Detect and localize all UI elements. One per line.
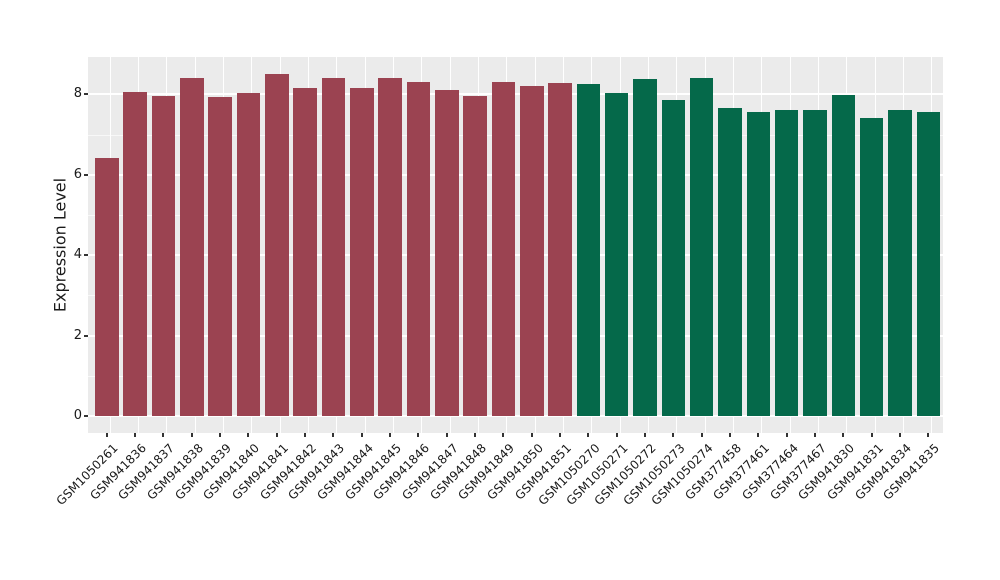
x-tick-mark bbox=[729, 433, 732, 437]
bar-GSM941844 bbox=[350, 87, 374, 416]
y-tick-mark bbox=[84, 254, 88, 257]
x-tick-mark bbox=[247, 433, 250, 437]
x-tick-mark bbox=[842, 433, 845, 437]
bar-GSM1050272 bbox=[633, 79, 657, 416]
y-tick-mark bbox=[84, 173, 88, 176]
bar-GSM941839 bbox=[208, 97, 232, 416]
x-tick-mark bbox=[134, 433, 137, 437]
bar-GSM941835 bbox=[916, 112, 941, 416]
bar-GSM941850 bbox=[520, 86, 544, 416]
x-tick-mark bbox=[190, 433, 193, 437]
x-tick-mark bbox=[389, 433, 392, 437]
x-tick-mark bbox=[502, 433, 505, 437]
gridline-h-5 bbox=[88, 215, 943, 216]
bar-GSM941830 bbox=[831, 94, 856, 416]
x-tick-mark bbox=[360, 433, 363, 437]
y-tick-mark bbox=[84, 93, 88, 96]
y-axis-title: Expression Level bbox=[50, 177, 70, 313]
bar-GSM1050261 bbox=[95, 157, 119, 416]
x-tick-mark bbox=[870, 433, 873, 437]
bar-GSM941845 bbox=[378, 77, 402, 416]
bar-GSM377467 bbox=[803, 109, 827, 416]
gridline-h-3 bbox=[88, 295, 943, 297]
gridline-h-1 bbox=[88, 375, 943, 377]
bar-GSM941848 bbox=[463, 96, 487, 416]
x-tick-mark bbox=[644, 433, 647, 437]
bar-GSM377464 bbox=[774, 109, 799, 416]
gridline-h-0 bbox=[88, 415, 943, 417]
x-tick-mark bbox=[559, 433, 562, 437]
bar-GSM941846 bbox=[406, 81, 431, 416]
bar-GSM1050271 bbox=[604, 93, 629, 416]
bar-GSM941831 bbox=[859, 117, 884, 416]
x-tick-mark bbox=[474, 433, 477, 437]
x-tick-mark bbox=[219, 433, 222, 437]
bar-GSM1050270 bbox=[576, 83, 601, 416]
bar-GSM377458 bbox=[718, 108, 742, 416]
x-tick-mark bbox=[700, 433, 703, 437]
x-tick-mark bbox=[275, 433, 278, 437]
y-tick-label-6: 6 bbox=[73, 166, 82, 182]
gridline-h-6 bbox=[88, 173, 943, 176]
y-tick-label-2: 2 bbox=[73, 327, 82, 343]
x-tick-mark bbox=[814, 433, 817, 437]
x-tick-mark bbox=[615, 433, 618, 437]
x-tick-mark bbox=[417, 433, 420, 437]
bar-GSM941834 bbox=[888, 109, 912, 416]
bar-GSM941849 bbox=[491, 81, 516, 416]
y-tick-mark bbox=[84, 334, 88, 337]
y-tick-mark bbox=[84, 415, 88, 417]
bar-GSM941836 bbox=[123, 91, 147, 416]
y-tick-label-0: 0 bbox=[73, 408, 82, 423]
x-tick-mark bbox=[927, 433, 930, 437]
bar-GSM941838 bbox=[180, 77, 204, 416]
bar-GSM941841 bbox=[265, 73, 289, 416]
y-tick-label-8: 8 bbox=[73, 86, 82, 102]
bar-GSM941840 bbox=[236, 93, 261, 416]
plot-panel bbox=[88, 57, 943, 433]
x-tick-mark bbox=[162, 433, 165, 437]
bar-GSM941843 bbox=[321, 78, 346, 416]
bar-GSM941847 bbox=[435, 90, 459, 416]
bar-GSM941842 bbox=[293, 87, 317, 416]
bar-GSM1050273 bbox=[661, 99, 686, 416]
bar-GSM1050274 bbox=[689, 77, 714, 416]
x-tick-mark bbox=[105, 433, 108, 437]
x-tick-mark bbox=[304, 433, 307, 437]
x-tick-mark bbox=[530, 433, 533, 437]
x-tick-mark bbox=[445, 433, 448, 437]
x-tick-mark bbox=[757, 433, 760, 437]
x-tick-mark bbox=[899, 433, 902, 437]
gridline-h-8 bbox=[88, 93, 943, 96]
x-tick-mark bbox=[785, 433, 788, 437]
bar-GSM941837 bbox=[151, 95, 176, 416]
bar-GSM377461 bbox=[746, 112, 771, 416]
x-tick-mark bbox=[672, 433, 675, 437]
x-tick-mark bbox=[587, 433, 590, 437]
gridline-h-4 bbox=[88, 254, 943, 257]
bar-GSM941851 bbox=[548, 83, 572, 416]
gridline-h-2 bbox=[88, 334, 943, 337]
gridline-h-7 bbox=[88, 134, 943, 136]
y-tick-label-4: 4 bbox=[73, 247, 82, 263]
x-tick-mark bbox=[332, 433, 335, 437]
